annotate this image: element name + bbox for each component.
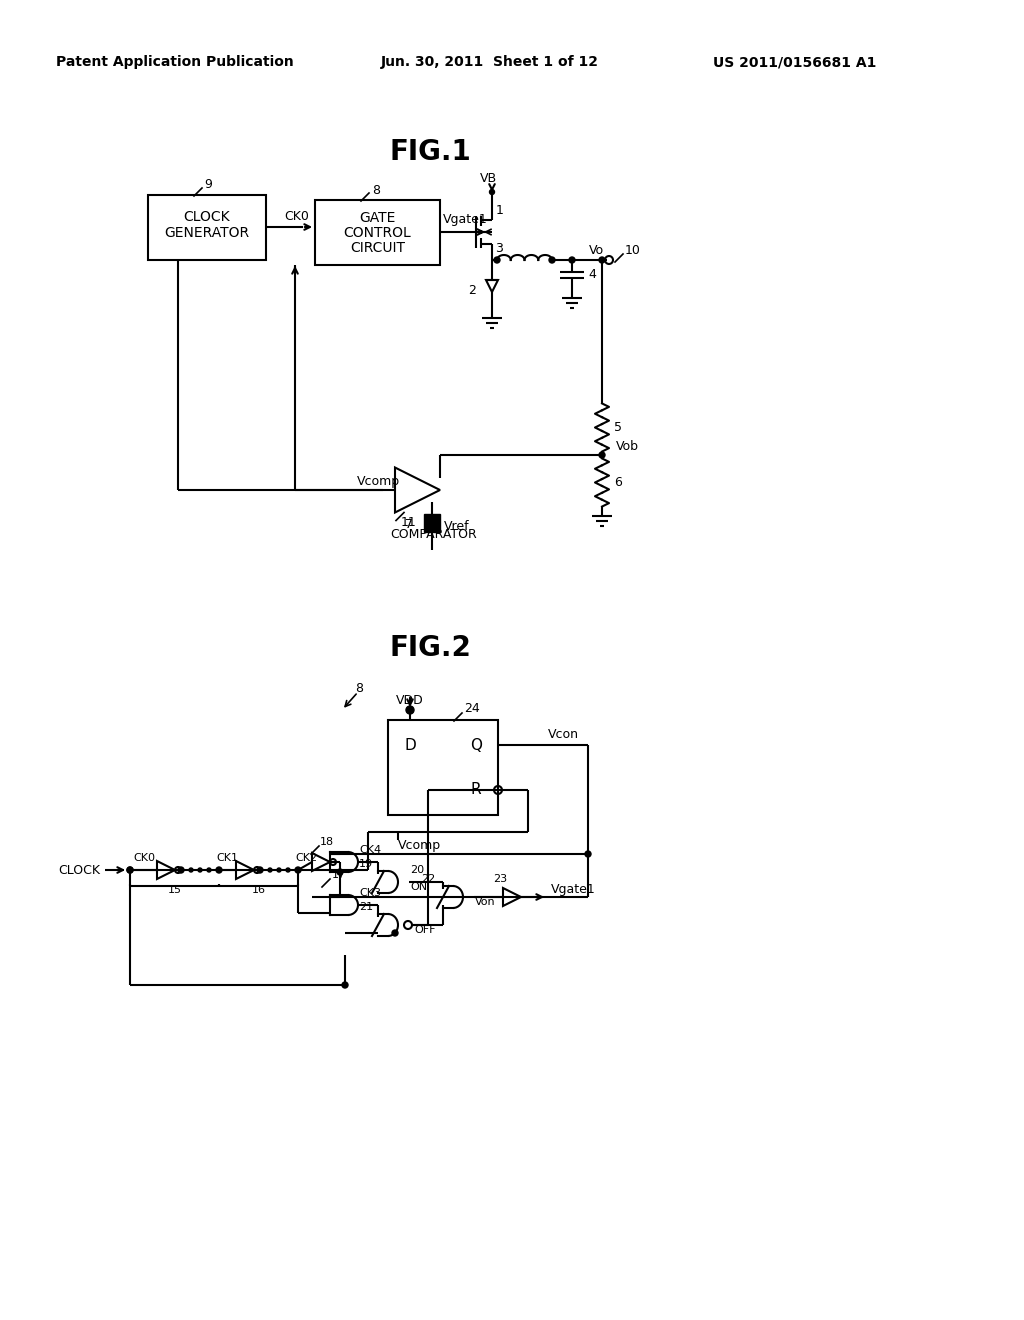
Text: COMPARATOR: COMPARATOR xyxy=(390,528,477,541)
Text: Vgate1: Vgate1 xyxy=(551,883,596,895)
Circle shape xyxy=(489,190,495,194)
Circle shape xyxy=(406,706,414,714)
Text: 10: 10 xyxy=(625,243,641,256)
Text: Vo: Vo xyxy=(589,243,604,256)
Text: Vref: Vref xyxy=(444,520,470,532)
Circle shape xyxy=(216,867,222,873)
Circle shape xyxy=(569,257,575,263)
Text: 5: 5 xyxy=(614,421,622,434)
Text: Vcomp: Vcomp xyxy=(398,838,441,851)
Text: VDD: VDD xyxy=(396,693,424,706)
Bar xyxy=(388,719,498,814)
Circle shape xyxy=(178,867,184,873)
Text: 24: 24 xyxy=(464,701,480,714)
Text: 9: 9 xyxy=(204,178,212,191)
Text: CONTROL: CONTROL xyxy=(344,226,412,240)
Text: Jun. 30, 2011  Sheet 1 of 12: Jun. 30, 2011 Sheet 1 of 12 xyxy=(381,55,599,69)
Text: Von: Von xyxy=(475,898,496,907)
Text: GATE: GATE xyxy=(359,211,395,224)
Text: Vcomp: Vcomp xyxy=(357,475,400,488)
Text: CK1: CK1 xyxy=(216,853,238,863)
Text: CK3: CK3 xyxy=(359,888,381,898)
Circle shape xyxy=(127,867,133,873)
Circle shape xyxy=(392,931,398,936)
Text: 16: 16 xyxy=(252,884,265,895)
Circle shape xyxy=(268,869,272,873)
Text: 6: 6 xyxy=(614,477,622,488)
Text: 17: 17 xyxy=(332,870,346,880)
Text: CLOCK: CLOCK xyxy=(58,863,100,876)
Text: CK4: CK4 xyxy=(359,845,381,855)
Circle shape xyxy=(295,867,301,873)
Circle shape xyxy=(207,869,211,873)
Text: D: D xyxy=(404,738,416,752)
Circle shape xyxy=(599,257,605,263)
Text: 23: 23 xyxy=(493,874,507,884)
Text: 3: 3 xyxy=(496,242,504,255)
Circle shape xyxy=(198,869,202,873)
Bar xyxy=(148,195,266,260)
Text: FIG.2: FIG.2 xyxy=(389,634,471,663)
Text: Q: Q xyxy=(470,738,482,752)
Text: Vgate1: Vgate1 xyxy=(443,214,487,227)
Text: ON: ON xyxy=(410,882,427,892)
Text: 7: 7 xyxy=(406,517,413,531)
Text: 20: 20 xyxy=(410,865,424,875)
Circle shape xyxy=(278,869,281,873)
Text: 4: 4 xyxy=(588,268,596,281)
Circle shape xyxy=(257,867,263,873)
Bar xyxy=(424,513,440,532)
Text: Vcon: Vcon xyxy=(548,729,579,742)
Text: US 2011/0156681 A1: US 2011/0156681 A1 xyxy=(714,55,877,69)
Circle shape xyxy=(189,869,193,873)
Text: 18: 18 xyxy=(319,837,334,847)
Circle shape xyxy=(549,257,555,263)
Text: 21: 21 xyxy=(359,902,373,912)
Circle shape xyxy=(494,257,500,263)
Circle shape xyxy=(286,869,290,873)
Circle shape xyxy=(337,869,343,875)
Text: 22: 22 xyxy=(421,874,435,884)
Circle shape xyxy=(342,982,348,987)
Text: CK0: CK0 xyxy=(133,853,155,863)
Text: 1: 1 xyxy=(496,203,504,216)
Text: CK0: CK0 xyxy=(284,210,309,223)
Text: FIG.1: FIG.1 xyxy=(389,139,471,166)
Circle shape xyxy=(599,451,605,458)
Text: GENERATOR: GENERATOR xyxy=(165,226,250,240)
Circle shape xyxy=(585,851,591,857)
Text: 8: 8 xyxy=(372,183,380,197)
Text: 8: 8 xyxy=(355,681,362,694)
Text: Patent Application Publication: Patent Application Publication xyxy=(56,55,294,69)
Text: Vob: Vob xyxy=(616,441,639,454)
Text: CK2: CK2 xyxy=(295,853,317,863)
Text: 11: 11 xyxy=(400,516,416,528)
Text: VB: VB xyxy=(480,173,497,186)
Text: 2: 2 xyxy=(468,284,476,297)
Text: R: R xyxy=(471,783,481,797)
Text: CLOCK: CLOCK xyxy=(183,210,230,224)
Text: OFF: OFF xyxy=(414,925,435,935)
Text: CIRCUIT: CIRCUIT xyxy=(350,242,406,255)
Bar xyxy=(315,201,440,265)
Text: 15: 15 xyxy=(168,884,181,895)
Text: 19: 19 xyxy=(359,859,373,869)
Circle shape xyxy=(127,867,133,873)
